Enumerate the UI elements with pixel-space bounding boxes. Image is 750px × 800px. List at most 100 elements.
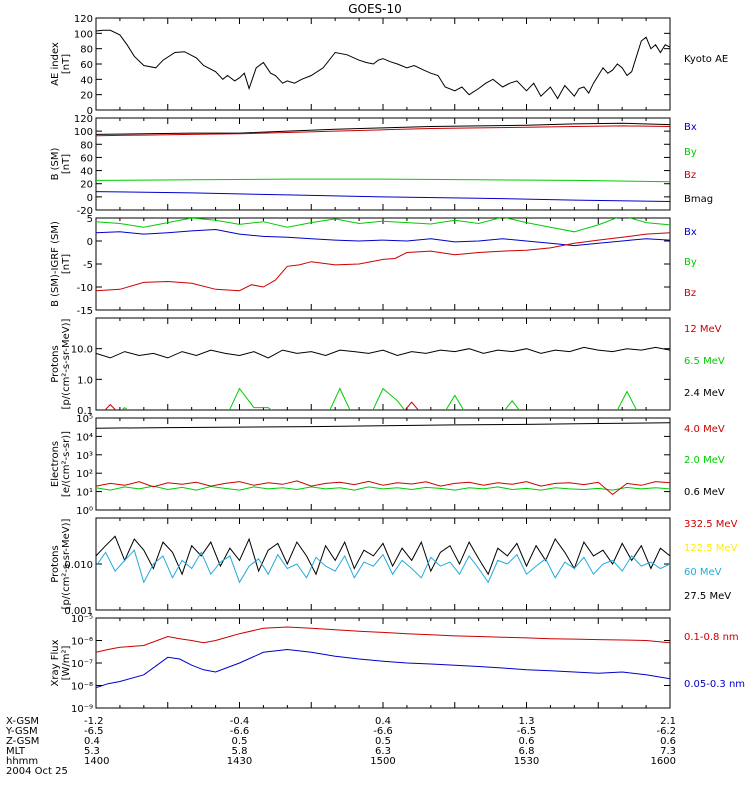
footer-value: 0.4	[84, 736, 100, 747]
plot-frame	[95, 317, 671, 411]
footer-row-label: 2004 Oct 25	[6, 766, 68, 777]
series-line-bx	[96, 191, 670, 202]
footer-value: 1.3	[519, 716, 535, 727]
footer-value: -6.2	[656, 726, 676, 737]
series-line-by	[96, 218, 670, 233]
footer-value: 0.5	[375, 736, 391, 747]
series-line-2-0-mev	[96, 485, 670, 491]
footer-value: 6.3	[375, 746, 391, 757]
series-line-0-1-0-8-nm	[96, 626, 670, 653]
footer-value: 5.3	[84, 746, 100, 757]
footer-row-label: X-GSM	[6, 716, 39, 727]
y-axis-label: Protons[p/(cm²-s-sr-MeV)]	[50, 518, 72, 609]
footer-value: 0.6	[660, 736, 676, 747]
legend-entry: 60 MeV	[684, 567, 722, 578]
series-line-bz	[96, 232, 670, 292]
footer-value: -6.6	[230, 726, 250, 737]
y-tick-label: 10⁻⁹	[71, 704, 93, 715]
y-tick-label: 10⁵	[76, 414, 93, 425]
series-line-60-mev	[96, 549, 670, 584]
panel-ae: 0 20 40 60 80 100 120 AE index[nT] Kyoto AE	[50, 14, 728, 117]
footer-value: 7.3	[660, 746, 676, 757]
y-tick-label: 5	[87, 214, 93, 225]
series-line-bx	[96, 228, 670, 247]
footer-value: -6.5	[84, 726, 104, 737]
legend-entry: Bz	[684, 288, 696, 299]
footer-row-label: Z-GSM	[6, 736, 39, 747]
legend-entry: Kyoto AE	[684, 54, 728, 65]
panels: 0 20 40 60 80 100 120 AE index[nT] Kyoto AE -20 0 2…	[50, 14, 745, 715]
legend-entry: 12 MeV	[684, 324, 722, 335]
footer-value: 1430	[227, 756, 252, 767]
y-axis-label: Protons[p/(cm²-s-sr-MeV)]	[50, 318, 72, 409]
y-tick-label: 0	[87, 106, 93, 117]
legend-entry: 122.5 MeV	[684, 543, 738, 554]
legend-entry: 2.4 MeV	[684, 388, 725, 399]
series-line-by	[96, 178, 670, 183]
legend-entry: 0.05-0.3 nm	[684, 679, 745, 690]
y-tick-label: 10¹	[76, 488, 93, 499]
series-line-2-4-mev	[96, 346, 670, 359]
footer-value: 0.5	[232, 736, 248, 747]
y-tick-label: 10⁻⁷	[71, 659, 93, 670]
y-tick-label: 0.010	[64, 560, 93, 571]
y-axis-label: AE index[nT]	[50, 42, 72, 86]
y-tick-label: 10⁻⁶	[71, 637, 93, 648]
y-axis-label: B (SM)-IGRF (SM)[nT]	[50, 221, 72, 307]
legend-entry: Bmag	[684, 194, 713, 205]
series-line-bz	[96, 125, 670, 137]
series-line-0-05-0-3-nm	[96, 648, 670, 689]
y-tick-label: 10.0	[71, 345, 93, 356]
legend-entry: Bx	[684, 227, 697, 238]
plot-frame	[95, 117, 671, 211]
series-line-6-5-mev	[120, 387, 638, 410]
y-tick-label: 10⁻⁵	[71, 614, 93, 625]
y-tick-label: 10⁻⁸	[71, 682, 93, 693]
series-line-4-0-mev	[96, 480, 670, 496]
legend-entry: Bx	[684, 122, 697, 133]
y-tick-label: 100	[74, 29, 93, 40]
footer-value: 1600	[651, 756, 676, 767]
legend-entry: 0.6 MeV	[684, 487, 725, 498]
footer-value: 0.4	[375, 716, 391, 727]
legend-entry: Bz	[684, 170, 696, 181]
legend-entry: 2.0 MeV	[684, 455, 725, 466]
footer-value: 1400	[84, 756, 109, 767]
series-line-bmag	[96, 122, 670, 135]
y-tick-label: 60	[80, 153, 93, 164]
footer-value: -6.6	[373, 726, 393, 737]
footer-value: 0.6	[519, 736, 535, 747]
panel-electrons: 10⁰ 10¹ 10² 10³ 10⁴ 10⁵ Electrons[e/(cm²-s-sr)…	[50, 414, 725, 517]
legend-entry: 6.5 MeV	[684, 356, 725, 367]
series-line-kyoto-ae	[96, 29, 670, 100]
footer-value: 2.1	[660, 716, 676, 727]
y-tick-label: 100	[74, 127, 93, 138]
y-tick-label: 0.001	[64, 606, 93, 617]
y-tick-label: 80	[80, 45, 93, 56]
y-axis-label: Xray Flux[W/m²]	[50, 639, 72, 686]
footer-row-label: Y-GSM	[5, 726, 38, 737]
y-tick-label: 10²	[76, 469, 93, 480]
footer-row-label: hhmm	[6, 756, 38, 767]
y-axis-label: Electrons[e/(cm²-s-sr)]	[50, 431, 72, 497]
y-tick-label: 40	[80, 167, 93, 178]
y-tick-label: 20	[80, 180, 93, 191]
legend-entry: 27.5 MeV	[684, 591, 731, 602]
plot-frame	[95, 17, 671, 111]
footer-value: -6.5	[517, 726, 537, 737]
y-tick-label: 0	[87, 193, 93, 204]
y-tick-label: -5	[83, 260, 93, 271]
plot-frame	[95, 417, 671, 511]
legend-entry: By	[684, 147, 697, 158]
footer-value: 5.8	[232, 746, 248, 757]
panel-b: -20 0 20 40 60 80 100 120 B (SM)[nT] Bx By Bz Bmag	[50, 114, 713, 217]
y-tick-label: 10⁰	[76, 506, 93, 517]
panel-db: -15 -10 -5 0 5 B (SM)-IGRF (SM)[nT] Bx By Bz	[50, 214, 697, 317]
plot-frame	[95, 517, 671, 611]
figure-title: GOES-10	[348, 2, 402, 16]
y-tick-label: 60	[80, 60, 93, 71]
footer-value: -0.4	[230, 716, 250, 727]
